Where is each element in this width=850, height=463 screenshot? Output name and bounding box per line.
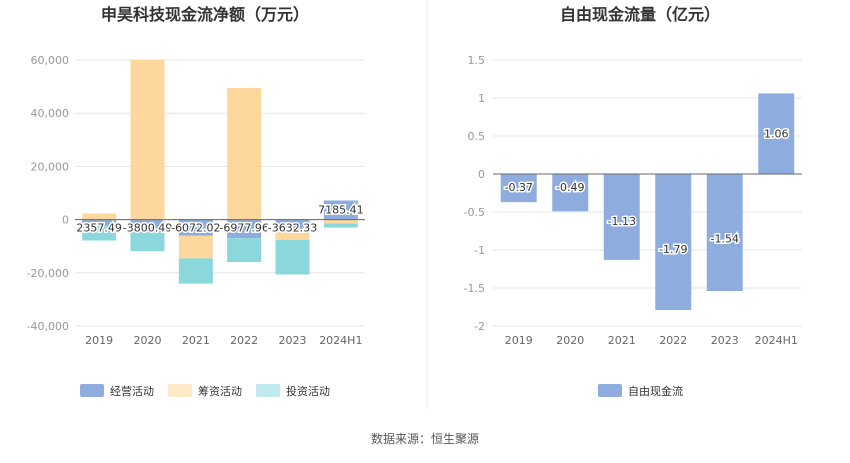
right-grid: [493, 59, 802, 327]
fcf-bar: [552, 174, 589, 212]
left-y-tick: -40,000: [27, 320, 69, 333]
investing-bar: [275, 239, 310, 275]
operating-bar: [227, 219, 262, 239]
investing-bar: [178, 258, 213, 284]
legend-swatch: [598, 384, 622, 397]
left-chart-title: 申昊科技现金流净额（万元）: [101, 5, 309, 24]
operating-bar: [82, 219, 117, 226]
fcf-data-label: -0.37: [505, 181, 533, 194]
left-y-tick: 0: [62, 214, 69, 227]
financing-bar: [178, 235, 213, 259]
data-source: 数据来源：恒生聚源: [371, 431, 479, 446]
right-x-axis: 2019 2020 2021 2022 2023 2024H1: [505, 334, 798, 347]
operating-bar: [178, 219, 213, 236]
financing-bar: [323, 219, 358, 224]
operating-bar: [130, 219, 165, 230]
operating-data-label: -6072.02: [171, 222, 220, 235]
fcf-data-label: -1.13: [608, 215, 636, 228]
left-data-labels: 2357.49 -3800.49-6072.02-6977.96-3632.337…: [75, 202, 365, 236]
left-legend: 经营活动 筹资活动 投资活动: [80, 384, 330, 398]
fcf-bar: [500, 174, 537, 203]
legend-label: 经营活动: [110, 384, 154, 398]
left-bars: [75, 60, 365, 284]
fcf-bar: [603, 174, 640, 260]
fcf-bar: [758, 93, 795, 174]
left-y-tick: -20,000: [27, 267, 69, 280]
right-x-tick: 2022: [659, 334, 687, 347]
right-y-tick: -0.5: [464, 206, 485, 219]
left-y-axis: -40,000 -20,000 0 20,000 40,000 60,000: [27, 54, 69, 333]
investing-bar: [227, 238, 262, 263]
legend-swatch: [168, 384, 192, 397]
fcf-data-label: 1.06: [764, 128, 789, 141]
left-x-tick: 2021: [182, 334, 210, 347]
free-cash-flow-chart: 自由现金流量（亿元） -2 -1.5 -1 -0.5 0 0.5 1 1.5 2019 2020…: [464, 5, 802, 398]
legend-label: 投资活动: [286, 384, 330, 398]
left-x-tick: 2019: [85, 334, 113, 347]
right-y-tick: 1.5: [468, 54, 486, 67]
right-y-tick: -1.5: [464, 282, 485, 295]
financing-bar: [227, 87, 262, 220]
left-grid: [75, 59, 365, 327]
fcf-bar: [655, 174, 692, 311]
operating-bar: [323, 200, 358, 220]
right-legend: 自由现金流: [598, 384, 683, 398]
investing-bar: [82, 225, 117, 241]
right-data-labels: -0.37 -0.49 -1.13 -1.79 -1.54 1.06: [503, 126, 790, 257]
right-y-tick: 1: [478, 92, 485, 105]
left-x-tick: 2024H1: [319, 334, 362, 347]
right-y-tick: 0: [478, 168, 485, 181]
operating-data-label: -6977.96: [219, 222, 268, 235]
left-x-axis: 2019 2020 2021 2022 2023 2024H1: [85, 334, 362, 347]
right-x-tick: 2020: [556, 334, 584, 347]
legend-swatch: [80, 384, 104, 397]
financing-bar: [82, 213, 117, 220]
right-chart-title: 自由现金流量（亿元）: [560, 5, 720, 24]
legend-label: 筹资活动: [198, 384, 242, 398]
left-y-tick: 40,000: [31, 107, 70, 120]
operating-data-label: -3800.49: [123, 222, 172, 235]
left-x-tick: 2023: [279, 334, 307, 347]
operating-data-label: 2357.49: [76, 222, 122, 235]
legend-label: 自由现金流: [628, 384, 683, 398]
left-y-tick: 20,000: [31, 160, 70, 173]
fcf-data-label: -1.79: [659, 243, 687, 256]
financing-bar: [275, 229, 310, 240]
right-y-tick: -2: [474, 320, 485, 333]
left-x-tick: 2022: [230, 334, 258, 347]
fcf-data-label: -0.49: [556, 181, 584, 194]
operating-bar: [275, 219, 310, 230]
right-bars: [493, 93, 802, 311]
right-x-tick: 2024H1: [755, 334, 798, 347]
right-y-axis: -2 -1.5 -1 -0.5 0 0.5 1 1.5: [464, 54, 485, 333]
left-y-tick: 60,000: [31, 54, 70, 67]
left-x-tick: 2020: [134, 334, 162, 347]
right-y-tick: 0.5: [468, 130, 486, 143]
investing-bar: [323, 223, 358, 228]
right-x-tick: 2021: [608, 334, 636, 347]
right-x-tick: 2023: [711, 334, 739, 347]
operating-data-label: -3632.33: [268, 222, 317, 235]
financing-bar: [130, 60, 165, 220]
legend-swatch: [256, 384, 280, 397]
right-y-tick: -1: [474, 244, 485, 257]
right-x-tick: 2019: [505, 334, 533, 347]
investing-bar: [130, 229, 165, 251]
cash-flow-net-chart: 申昊科技现金流净额（万元） -40,000 -20,000 0 20,000 40,00…: [27, 5, 366, 398]
fcf-data-label: -1.54: [711, 232, 739, 245]
fcf-bar: [706, 174, 743, 292]
operating-data-label: 7185.41: [318, 204, 364, 217]
